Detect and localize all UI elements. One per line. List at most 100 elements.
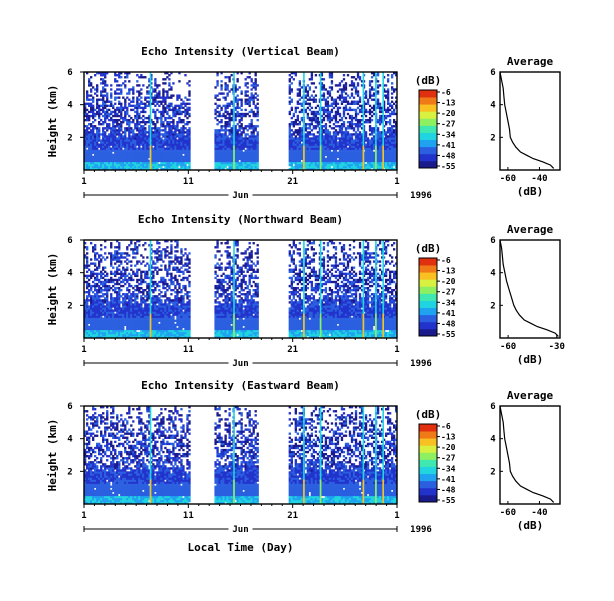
heatmap-cell <box>106 315 109 318</box>
heatmap-cell <box>250 141 253 144</box>
heatmap-cell <box>304 108 308 112</box>
heatmap-cell <box>338 161 342 165</box>
heatmap-cell <box>288 78 291 81</box>
heatmap-cell <box>126 151 129 154</box>
heatmap-cell <box>152 157 155 161</box>
heatmap-cell <box>106 153 109 157</box>
heatmap-cell <box>110 147 113 150</box>
heatmap-cell <box>330 159 334 163</box>
heatmap-cell <box>124 129 127 132</box>
average-y-tick-label: 4 <box>490 101 496 111</box>
heatmap-cell <box>86 256 89 259</box>
heatmap-cell <box>176 123 179 126</box>
heatmap-cell <box>94 252 97 255</box>
heatmap-cell <box>96 161 99 165</box>
heatmap-cell <box>138 135 141 138</box>
heatmap-cell <box>224 121 227 124</box>
heatmap-cell <box>230 112 233 116</box>
heatmap-cell <box>352 86 356 89</box>
heatmap-cell <box>224 165 227 169</box>
heatmap-cell <box>138 133 141 136</box>
heatmap-cell <box>344 163 348 167</box>
heatmap-cell <box>298 143 301 146</box>
heatmap-cell <box>96 278 99 282</box>
heatmap-cell <box>338 153 342 157</box>
heatmap-cell <box>360 167 364 171</box>
heatmap-cell <box>376 135 380 138</box>
heatmap-cell <box>360 114 364 118</box>
heatmap-cell <box>128 335 131 339</box>
heatmap-cell <box>122 153 125 157</box>
heatmap-cell <box>168 139 171 142</box>
heatmap-cell <box>180 131 183 134</box>
heatmap-cell <box>90 155 93 159</box>
heatmap-cell <box>336 133 340 136</box>
heatmap-cell <box>300 133 303 136</box>
heatmap-cell <box>116 240 119 243</box>
heatmap-cell <box>216 123 219 126</box>
heatmap-cell <box>86 129 89 132</box>
heatmap-cell <box>140 102 143 105</box>
heatmap-cell <box>130 153 133 157</box>
heatmap-cell <box>234 106 237 110</box>
heatmap-cell <box>326 163 330 167</box>
heatmap-cell <box>156 163 159 167</box>
heatmap-cell <box>294 141 297 144</box>
heatmap-cell <box>298 110 301 114</box>
heatmap-cell <box>104 282 107 286</box>
heatmap-cell <box>142 145 145 148</box>
heatmap-cell <box>98 149 101 152</box>
heatmap-cell <box>314 147 318 150</box>
heatmap-cell <box>394 106 398 110</box>
heatmap-cell <box>376 151 380 154</box>
heatmap-cell <box>238 98 241 101</box>
heatmap-cell <box>86 151 89 154</box>
heatmap-cell <box>226 94 229 97</box>
heatmap-cell <box>106 319 109 322</box>
heatmap-cell <box>120 159 123 163</box>
heatmap-cell <box>136 137 139 140</box>
heatmap-cell <box>250 80 253 83</box>
heatmap-cell <box>140 127 143 130</box>
heatmap-cell <box>132 145 135 148</box>
heatmap-cell <box>384 90 388 93</box>
heatmap-cell <box>234 108 237 112</box>
heatmap-cell <box>88 82 91 85</box>
heatmap-cell <box>110 92 113 95</box>
heatmap-cell <box>228 114 231 118</box>
heatmap-cell <box>230 163 233 167</box>
heatmap-cell <box>124 141 127 144</box>
heatmap-cell <box>108 252 111 255</box>
heatmap-cell <box>290 139 293 142</box>
heatmap-cell <box>384 157 388 161</box>
heatmap-cell <box>104 165 107 169</box>
heatmap-cell <box>128 305 131 308</box>
heatmap-cell <box>86 311 89 314</box>
heatmap-cell <box>106 297 109 300</box>
heatmap-cell <box>90 131 93 134</box>
heatmap-cell <box>252 102 255 105</box>
heatmap-cell <box>346 151 350 154</box>
heatmap-cell <box>216 141 219 144</box>
heatmap-cell <box>188 147 191 150</box>
heatmap-cell <box>314 135 318 138</box>
heatmap-cell <box>372 135 376 138</box>
heatmap-cell <box>178 80 181 83</box>
heatmap-cell <box>186 110 189 114</box>
heatmap-cell <box>114 315 117 318</box>
heatmap-cell <box>142 125 145 128</box>
heatmap-cell <box>92 110 95 114</box>
heatmap-cell <box>376 129 380 132</box>
heatmap-cell <box>310 147 314 150</box>
heatmap-cell <box>108 280 111 284</box>
heatmap-cell <box>332 149 336 152</box>
x-tick-label: 1 <box>81 177 86 187</box>
heatmap-cell <box>88 311 91 314</box>
heatmap-cell <box>88 284 91 288</box>
heatmap-cell <box>96 167 99 171</box>
heatmap-cell <box>310 82 314 85</box>
heatmap-cell <box>220 129 223 132</box>
heatmap-cell <box>394 137 398 140</box>
heatmap-cell <box>246 125 249 128</box>
heatmap-cell <box>94 301 97 304</box>
